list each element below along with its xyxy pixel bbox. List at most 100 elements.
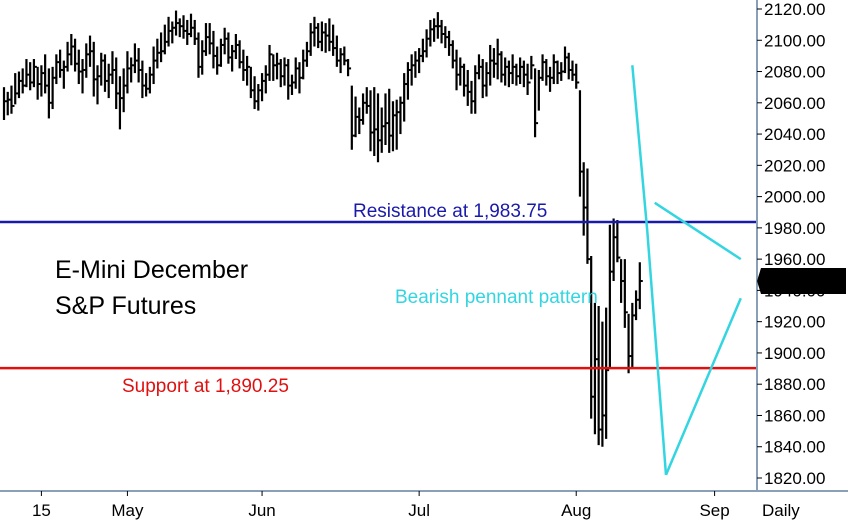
price-bar	[605, 307, 610, 439]
price-bar	[612, 218, 617, 282]
price-bar	[485, 62, 490, 97]
pennant-line	[664, 297, 742, 476]
y-tick-label: 1980.00	[764, 219, 825, 238]
price-bar	[309, 23, 314, 56]
price-bar	[223, 27, 228, 55]
y-tick-label: 2020.00	[764, 156, 825, 175]
price-bar	[515, 63, 520, 86]
price-bar	[481, 59, 486, 99]
price-bar	[627, 313, 632, 374]
price-bar	[623, 259, 628, 328]
price-bar	[616, 220, 621, 263]
price-bar	[25, 59, 30, 88]
price-bar	[85, 43, 90, 78]
price-bar	[567, 52, 572, 80]
price-bar	[388, 88, 393, 153]
price-bar	[73, 38, 79, 72]
price-bar	[489, 44, 494, 86]
price-bar	[133, 43, 138, 74]
price-bar	[21, 68, 26, 94]
price-bar	[51, 66, 56, 110]
price-bar	[403, 73, 408, 122]
price-bar	[526, 63, 531, 95]
price-bar	[507, 60, 512, 88]
price-bar	[204, 23, 209, 56]
y-tick-label: 2100.00	[764, 31, 825, 50]
price-bar	[148, 66, 153, 94]
price-bar	[275, 52, 281, 80]
price-bar	[324, 23, 329, 53]
price-bar	[163, 24, 168, 55]
price-bar	[429, 19, 434, 47]
last-price-box: 1946.00	[757, 268, 846, 295]
price-bar	[358, 107, 363, 135]
price-bar	[118, 76, 123, 130]
price-bar	[519, 57, 524, 85]
price-bar	[582, 162, 587, 236]
price-bar	[193, 19, 198, 45]
price-bar	[560, 62, 565, 81]
pennant-line	[654, 201, 742, 261]
y-tick-label: 1880.00	[764, 375, 825, 394]
price-bar	[81, 59, 86, 94]
price-bar	[29, 62, 34, 91]
price-bar	[462, 63, 468, 97]
y-tick-label: 1820.00	[764, 469, 825, 488]
y-tick-label: 2060.00	[764, 94, 825, 113]
price-bar	[294, 57, 299, 89]
price-bar	[399, 96, 404, 135]
price-bar	[548, 66, 554, 92]
price-bar	[238, 40, 243, 69]
price-bar	[58, 49, 64, 78]
x-tick-label: Sep	[699, 501, 729, 520]
price-bar	[107, 63, 112, 99]
price-bar	[601, 321, 606, 447]
price-bar	[369, 90, 374, 152]
price-bar	[77, 49, 82, 85]
price-bar	[249, 66, 254, 99]
x-tick-label: Jul	[408, 501, 430, 520]
price-bar	[178, 18, 183, 38]
price-bar	[6, 91, 11, 116]
price-bar	[100, 52, 105, 86]
last-price-label: 1946.00	[765, 272, 826, 291]
price-bar	[182, 15, 187, 39]
price-bar	[167, 16, 172, 47]
price-bar	[522, 60, 527, 88]
price-bar	[638, 262, 643, 310]
support-label: Support at 1,890.25	[122, 376, 289, 397]
y-tick-label: 2040.00	[764, 125, 825, 144]
price-bar	[32, 59, 37, 88]
price-bar	[500, 51, 505, 83]
price-bar	[634, 290, 640, 321]
price-bar	[257, 84, 262, 111]
price-bar	[332, 24, 337, 56]
price-bar	[268, 44, 273, 81]
price-bar	[156, 38, 161, 69]
price-bar	[219, 38, 224, 67]
price-bar	[373, 87, 378, 156]
price-bar	[365, 87, 370, 114]
price-bar	[186, 19, 191, 45]
price-bar	[339, 48, 344, 74]
price-bar	[152, 46, 157, 85]
price-bar	[619, 259, 625, 303]
price-bar	[556, 60, 561, 85]
price-bar	[130, 57, 135, 83]
price-bar	[298, 62, 303, 94]
price-bar	[459, 57, 464, 86]
x-tick-label: 15	[32, 501, 51, 520]
price-bar	[317, 23, 322, 49]
price-bar	[201, 40, 206, 75]
price-bar	[197, 32, 202, 78]
price-bar	[302, 49, 307, 80]
price-bar	[552, 54, 557, 85]
price-bar	[44, 54, 49, 94]
period-label: Daily	[762, 501, 800, 520]
price-bar	[145, 73, 150, 97]
price-bar	[384, 93, 389, 146]
price-bar	[313, 16, 318, 47]
y-tick-label: 1840.00	[764, 438, 825, 457]
price-bar	[410, 54, 415, 86]
